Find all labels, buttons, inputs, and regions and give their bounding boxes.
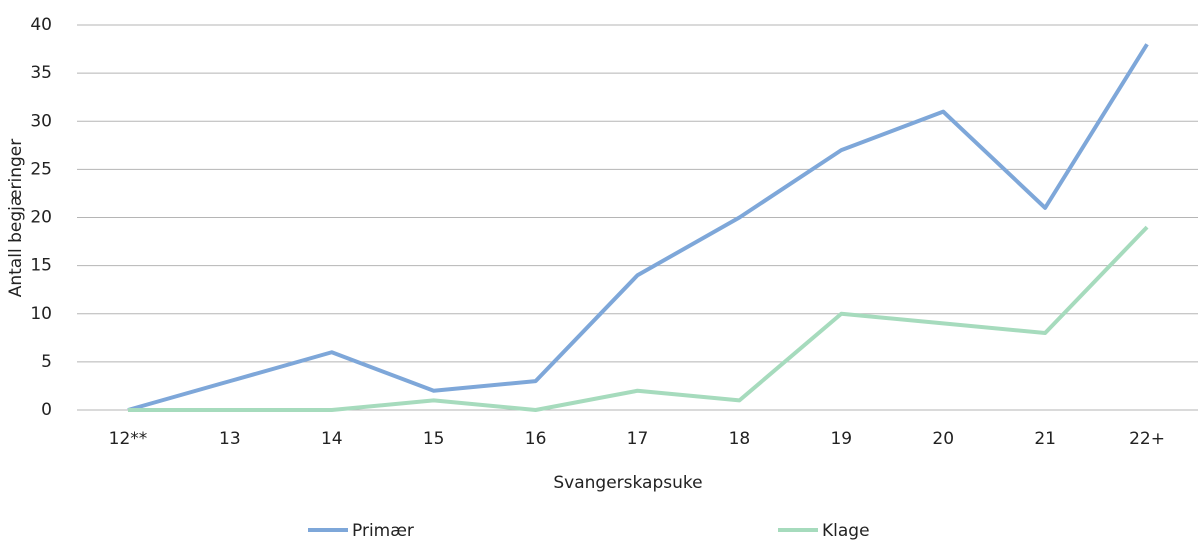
data-line xyxy=(127,225,1149,412)
y-tick-label: 0 xyxy=(41,400,52,420)
x-tick-label: 18 xyxy=(729,429,751,449)
x-tick-label: 21 xyxy=(1034,429,1056,449)
y-tick-label: 5 xyxy=(41,352,52,372)
y-tick-label: 20 xyxy=(30,208,52,228)
x-tick-label: 15 xyxy=(423,429,445,449)
x-axis-label: Svangerskapsuke xyxy=(553,473,702,493)
y-tick-label: 40 xyxy=(30,15,52,35)
y-tick-label: 35 xyxy=(30,63,52,83)
x-tick-label: 13 xyxy=(219,429,241,449)
x-tick-label: 12** xyxy=(109,429,148,449)
y-tick-label: 30 xyxy=(30,111,52,131)
legend-label: Klage xyxy=(822,521,870,541)
x-tick-label: 19 xyxy=(830,429,852,449)
y-tick-label: 10 xyxy=(30,304,52,324)
x-tick-label: 22+ xyxy=(1129,429,1165,449)
y-tick-label: 25 xyxy=(30,159,52,179)
x-tick-label: 14 xyxy=(321,429,343,449)
x-tick-label: 17 xyxy=(627,429,649,449)
x-tick-label: 16 xyxy=(525,429,547,449)
y-axis-label: Antall begjæringer xyxy=(6,139,26,298)
y-tick-label: 15 xyxy=(30,256,52,276)
legend-label: Primær xyxy=(352,521,414,541)
x-tick-label: 20 xyxy=(932,429,954,449)
data-line xyxy=(127,43,1149,412)
